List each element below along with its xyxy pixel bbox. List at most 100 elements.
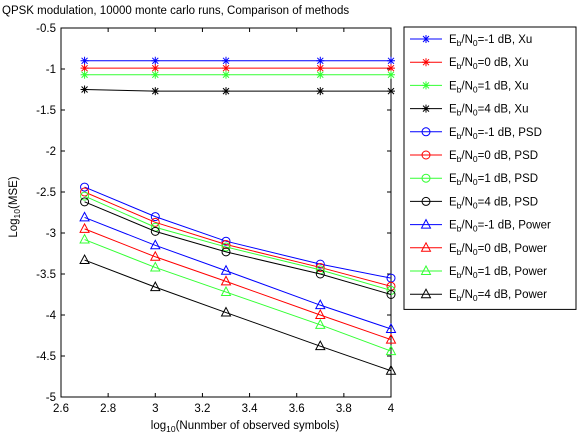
x-axis-label: log10(Nunmber of observed symbols) (151, 420, 340, 434)
legend-label: Eb/N0=0 dB, Xu (449, 57, 528, 71)
data-point (220, 275, 232, 286)
legend-entry: Eb/N0=-1 dB, Xu (410, 34, 532, 48)
legend-entry: Eb/N0=1 dB, PSD (410, 173, 538, 187)
data-point (222, 70, 230, 79)
x-tick-label: 3.4 (242, 403, 259, 415)
data-point (387, 56, 395, 65)
series-11 (79, 253, 397, 375)
legend-marker (421, 150, 431, 160)
data-point (150, 217, 160, 227)
data-point (315, 269, 325, 279)
x-axis-ticks: 2.6 2.8 3 3.2 3.4 3.6 3.8 4 (53, 28, 395, 415)
series-line (84, 216, 392, 330)
data-point (222, 56, 230, 65)
legend-entry: Eb/N0=0 dB, PSD (410, 150, 538, 164)
series-2 (80, 70, 395, 79)
data-point (385, 322, 397, 333)
data-point (149, 239, 161, 250)
legend-marker (421, 127, 431, 137)
y-tick-label: -4 (46, 310, 57, 322)
x-tick-label: 3.8 (336, 403, 352, 415)
series-line (84, 228, 392, 341)
data-point (80, 187, 90, 197)
legend-label: Eb/N0=-1 dB, PSD (449, 127, 542, 141)
series-1 (80, 64, 395, 73)
chart-title: QPSK modulation, 10000 monte carlo runs,… (2, 5, 349, 17)
data-point (80, 191, 90, 201)
legend-entry: Eb/N0=4 dB, Power (410, 288, 547, 303)
y-tick-label: -1 (46, 64, 56, 76)
series-line (84, 239, 392, 352)
data-point (220, 285, 232, 297)
series-7 (80, 197, 396, 299)
legend-label: Eb/N0=0 dB, Power (449, 243, 547, 257)
data-point (221, 242, 231, 252)
y-tick-label: -0.5 (36, 23, 56, 35)
data-point (316, 64, 325, 73)
legend-marker (420, 264, 432, 275)
data-point (79, 211, 90, 222)
data-point (316, 56, 325, 65)
data-point (151, 64, 160, 73)
series-line (84, 259, 392, 372)
legend-entry: Eb/N0=4 dB, PSD (410, 196, 538, 210)
legend-label: Eb/N0=1 dB, Power (449, 266, 547, 280)
legend-marker (420, 241, 432, 252)
y-tick-label: -2.5 (36, 187, 56, 199)
x-tick-label: 4 (388, 403, 395, 415)
series-4 (80, 182, 396, 283)
series-0 (80, 56, 395, 65)
data-point (220, 264, 232, 275)
data-point (387, 87, 395, 96)
legend: Eb/N0=-1 dB, Xu Eb/N0=0 dB, Xu Eb/N0=1 dB,… (403, 26, 577, 310)
data-point (387, 64, 395, 73)
legend-marker (421, 173, 431, 183)
legend-marker (420, 288, 432, 299)
data-point (385, 345, 397, 356)
legend-entry: Eb/N0=1 dB, Xu (410, 80, 528, 94)
data-point (149, 261, 161, 272)
data-point (151, 70, 160, 79)
data-point (221, 247, 231, 257)
series-line (84, 191, 392, 287)
series-line (84, 195, 392, 291)
data-point (80, 85, 89, 94)
data-point (385, 364, 397, 375)
x-tick-label: 2.8 (100, 403, 116, 415)
legend-entry: Eb/N0=-1 dB, PSD (410, 127, 542, 141)
y-axis-label: Log10(MSE) (8, 176, 22, 237)
data-point (80, 182, 90, 192)
legend-marker (422, 35, 430, 43)
series-3 (80, 85, 395, 96)
legend-marker (420, 218, 432, 229)
data-point (316, 70, 325, 79)
data-point (151, 87, 160, 96)
legend-label: Eb/N0=0 dB, PSD (449, 150, 538, 164)
legend-entry: Eb/N0=0 dB, Power (410, 241, 547, 257)
data-point (150, 212, 160, 222)
legend-label: Eb/N0=4 dB, Xu (449, 104, 528, 118)
legend-label: Eb/N0=4 dB, Power (449, 289, 547, 303)
legend-label: Eb/N0=4 dB, PSD (449, 196, 538, 210)
x-tick-label: 3 (152, 403, 158, 415)
x-tick-label: 3.2 (194, 403, 210, 415)
data-point (314, 308, 326, 319)
data-point (80, 197, 90, 207)
legend-label: Eb/N0=1 dB, PSD (449, 173, 538, 187)
legend-marker (421, 196, 431, 206)
legend-entry: Eb/N0=-1 dB, Power (410, 218, 551, 234)
data-point (220, 306, 232, 317)
x-tick-label: 2.6 (53, 403, 69, 415)
data-point (314, 299, 326, 310)
data-point (80, 56, 89, 65)
y-tick-label: -5 (46, 392, 56, 404)
data-point (222, 64, 230, 73)
data-point (80, 64, 89, 73)
data-point (386, 290, 396, 299)
series-line (84, 201, 392, 295)
data-point (221, 236, 231, 246)
legend-label: Eb/N0=1 dB, Xu (449, 80, 528, 94)
legend-marker (422, 58, 430, 67)
data-point (150, 226, 160, 236)
